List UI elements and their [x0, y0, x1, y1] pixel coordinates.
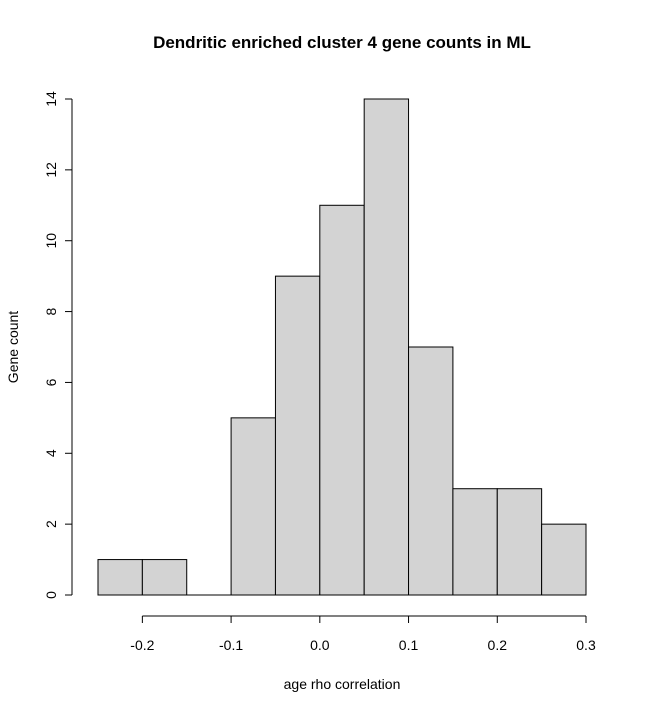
histogram-bar [408, 346, 454, 596]
x-axis: -0.2 -0.1 0.0 0.1 0.2 0.3 [130, 615, 596, 653]
x-tick-label: 0.0 [310, 637, 330, 653]
histogram-bar [363, 98, 410, 596]
histogram-bar [97, 559, 143, 596]
y-tick-label: 8 [43, 307, 59, 315]
histogram-bar [319, 204, 365, 596]
y-tick-label: 12 [43, 162, 59, 178]
y-axis-label: Gene count [5, 311, 21, 383]
histogram-bar [141, 559, 188, 596]
x-tick-label: 0.1 [399, 637, 419, 653]
bars-group [97, 98, 587, 596]
chart-title: Dendritic enriched cluster 4 gene counts… [153, 33, 531, 52]
y-tick-label: 4 [43, 449, 59, 457]
y-tick-label: 0 [43, 591, 59, 599]
x-tick-label: -0.2 [130, 637, 154, 653]
histogram-bar [541, 523, 587, 596]
histogram-bar [274, 275, 321, 596]
y-tick-label: 10 [43, 233, 59, 249]
histogram-bar [230, 417, 276, 596]
histogram-bar [496, 488, 543, 596]
x-tick-label: 0.3 [576, 637, 596, 653]
x-tick-label: 0.2 [488, 637, 508, 653]
y-tick-label: 6 [43, 378, 59, 386]
x-axis-label: age rho correlation [284, 676, 401, 692]
y-tick-label: 14 [43, 91, 59, 107]
y-axis: 0 2 4 6 8 10 12 14 [43, 91, 73, 599]
histogram-bar [452, 488, 498, 596]
y-tick-label: 2 [43, 520, 59, 528]
x-tick-label: -0.1 [219, 637, 243, 653]
